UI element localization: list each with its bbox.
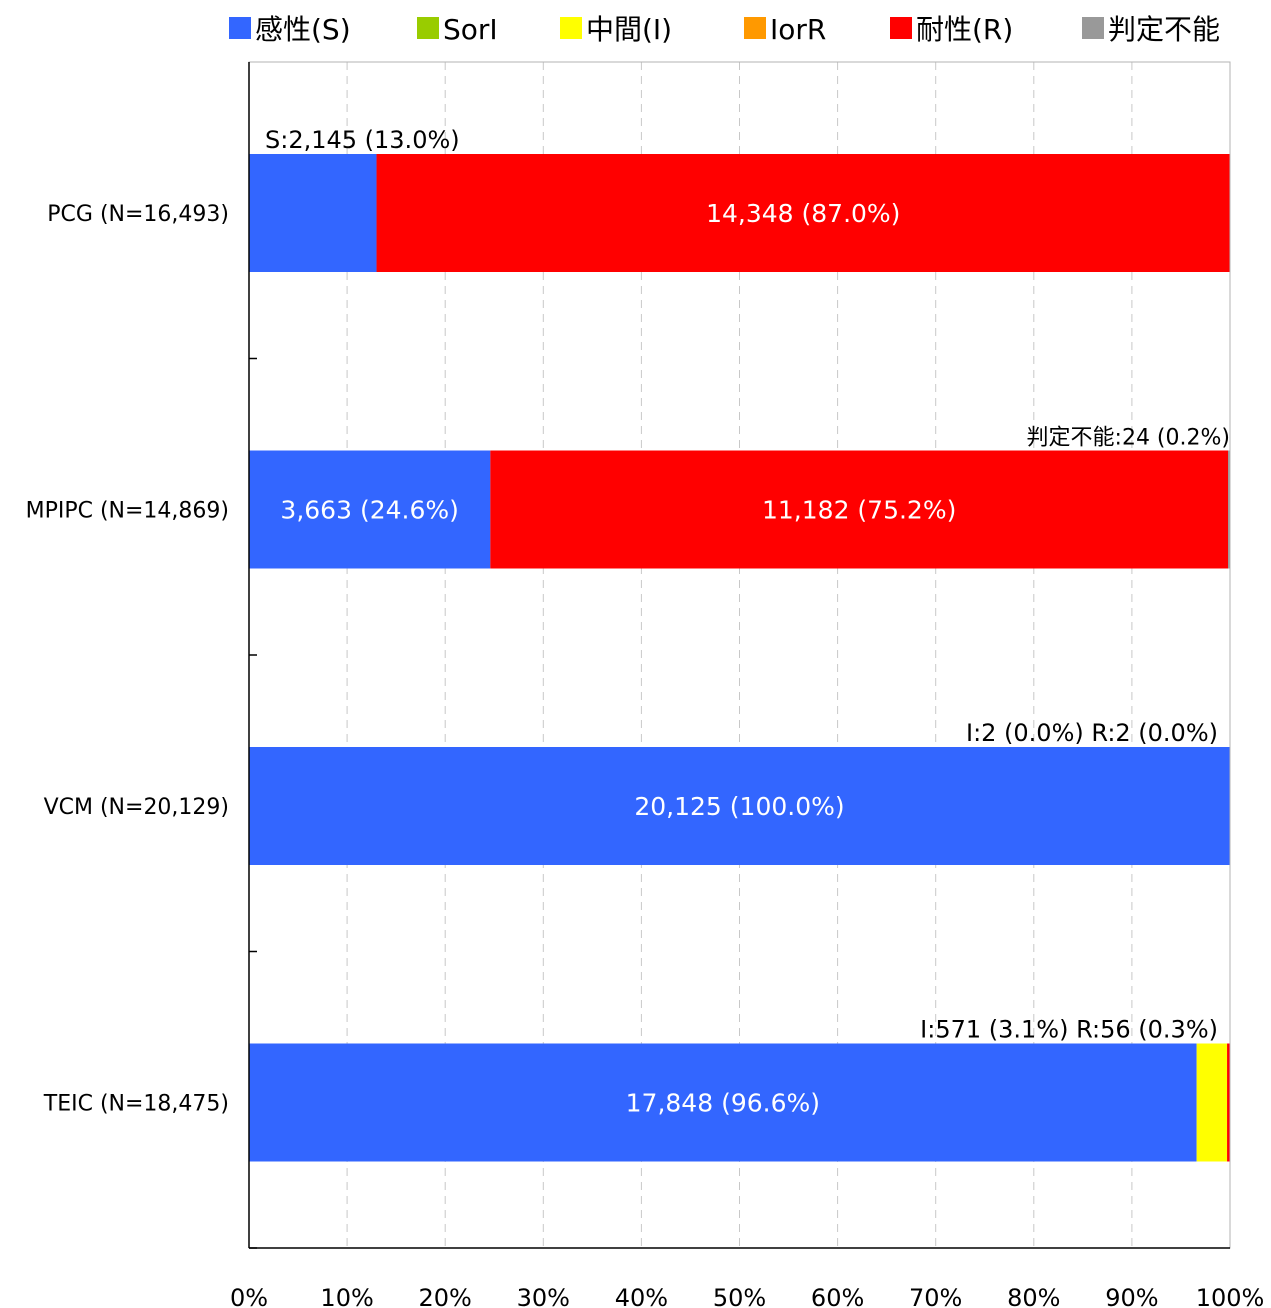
legend-swatch <box>744 17 766 39</box>
bar-value-label: 17,848 (96.6%) <box>626 1089 820 1118</box>
category-label: PCG (N=16,493) <box>47 202 229 227</box>
x-tick-label: 50% <box>713 1284 766 1308</box>
x-tick-label: 60% <box>811 1284 864 1308</box>
bar-annotation: I:2 (0.0%) R:2 (0.0%) <box>966 719 1218 747</box>
x-tick-label: 100% <box>1196 1284 1265 1308</box>
axes: 0% 10% 20% 30% 40% 50% 60% 70% 80% 90% 100% <box>230 62 1264 1308</box>
category-labels: PCG (N=16,493) MPIPC (N=14,869) VCM (N=20,… <box>26 202 229 1117</box>
bar-value-label: 3,663 (24.6%) <box>280 496 458 525</box>
legend: 感性(S) SorI 中間(I) IorR 耐性(R) 判定不能 <box>229 13 1220 46</box>
x-tick-label: 10% <box>320 1284 373 1308</box>
legend-label: 中間(I) <box>586 13 672 46</box>
x-tick-label: 90% <box>1105 1284 1158 1308</box>
bar-value-label: 11,182 (75.2%) <box>762 496 956 525</box>
legend-label: 判定不能 <box>1108 13 1220 46</box>
legend-swatch <box>229 17 251 39</box>
bar-value-label: 20,125 (100.0%) <box>634 792 844 821</box>
bar-segment <box>1228 450 1230 569</box>
legend-swatch <box>890 17 912 39</box>
category-label: MPIPC (N=14,869) <box>26 499 229 524</box>
bar-segment <box>490 450 1229 569</box>
annotations: S:2,145 (13.0%) 判定不能:24 (0.2%) I:2 (0.0%) … <box>265 126 1230 1044</box>
bar-segment <box>249 154 377 272</box>
legend-label: 耐性(R) <box>916 13 1013 46</box>
legend-label: SorI <box>443 13 498 46</box>
x-tick-label: 0% <box>230 1284 268 1308</box>
bar-segment <box>1227 1043 1230 1162</box>
category-label: VCM (N=20,129) <box>44 795 229 820</box>
bar-annotation: 判定不能:24 (0.2%) <box>1027 426 1230 451</box>
bar-segment <box>249 450 491 569</box>
bar-annotation: I:571 (3.1%) R:56 (0.3%) <box>920 1016 1218 1044</box>
legend-swatch <box>1082 17 1104 39</box>
legend-label: IorR <box>770 13 826 46</box>
legend-swatch <box>417 17 439 39</box>
x-tick-label: 30% <box>517 1284 570 1308</box>
bar-annotation: S:2,145 (13.0%) <box>265 126 460 154</box>
category-label: TEIC (N=18,475) <box>43 1092 229 1117</box>
bar-segment <box>1196 1043 1228 1162</box>
bar-value-label: 14,348 (87.0%) <box>706 199 900 228</box>
x-tick-label: 80% <box>1007 1284 1060 1308</box>
legend-label: 感性(S) <box>255 13 351 46</box>
x-tick-label: 20% <box>419 1284 472 1308</box>
bars <box>249 154 1230 1162</box>
x-tick-label: 70% <box>909 1284 962 1308</box>
x-tick-label: 40% <box>615 1284 668 1308</box>
bar-value-labels: 14,348 (87.0%) 3,663 (24.6%) 11,182 (75.2%… <box>280 199 956 1118</box>
bar-segment <box>376 154 1230 272</box>
legend-swatch <box>560 17 582 39</box>
bar-segment <box>249 747 1230 865</box>
bar-segment <box>249 1043 1197 1162</box>
